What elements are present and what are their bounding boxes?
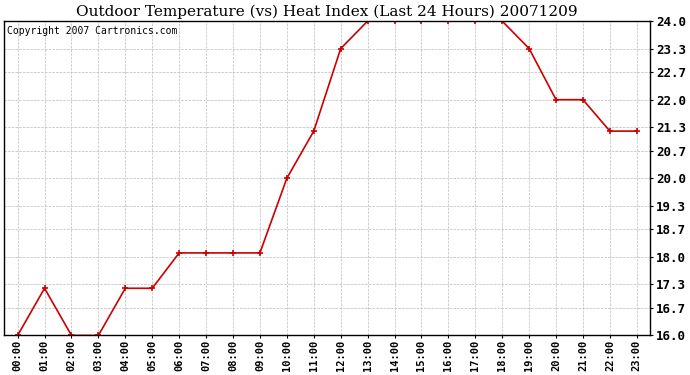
Text: Copyright 2007 Cartronics.com: Copyright 2007 Cartronics.com — [8, 26, 178, 36]
Title: Outdoor Temperature (vs) Heat Index (Last 24 Hours) 20071209: Outdoor Temperature (vs) Heat Index (Las… — [77, 4, 578, 18]
